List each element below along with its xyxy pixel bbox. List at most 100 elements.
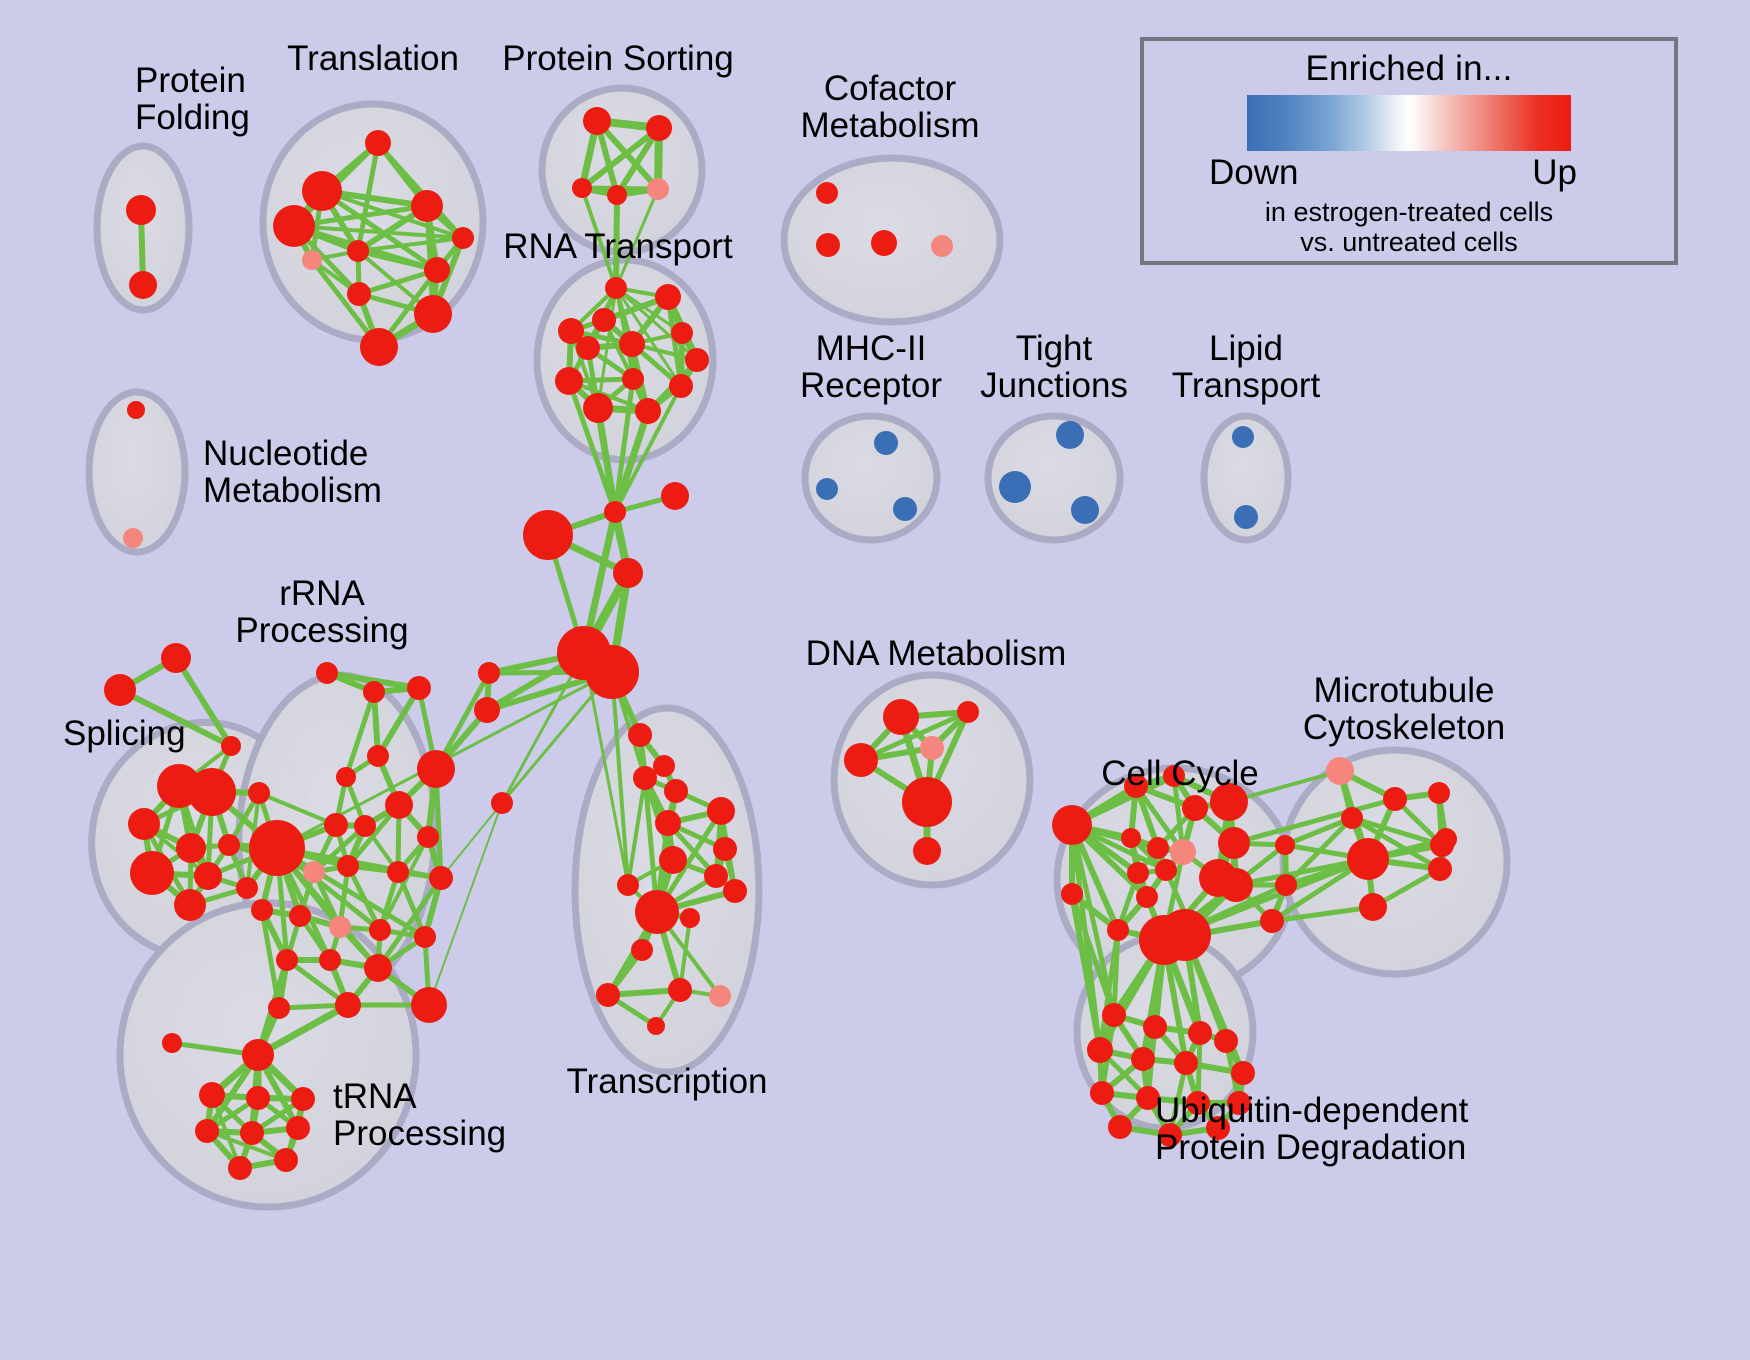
network-node[interactable]: [661, 482, 689, 510]
network-node[interactable]: [336, 767, 356, 787]
network-node[interactable]: [555, 367, 583, 395]
network-node[interactable]: [188, 768, 236, 816]
network-node[interactable]: [195, 1119, 219, 1143]
network-node[interactable]: [417, 750, 455, 788]
network-node[interactable]: [127, 401, 145, 419]
network-node[interactable]: [653, 755, 675, 777]
network-node[interactable]: [176, 833, 206, 863]
network-node[interactable]: [931, 235, 953, 257]
network-node[interactable]: [1163, 765, 1185, 787]
network-node[interactable]: [619, 331, 645, 357]
network-node[interactable]: [126, 195, 156, 225]
network-node[interactable]: [1107, 919, 1129, 941]
network-node[interactable]: [723, 879, 747, 903]
network-node[interactable]: [655, 284, 681, 310]
network-node[interactable]: [411, 190, 443, 222]
network-node[interactable]: [523, 510, 573, 560]
network-node[interactable]: [1232, 426, 1254, 448]
network-node[interactable]: [576, 336, 600, 360]
network-node[interactable]: [1127, 862, 1149, 884]
network-node[interactable]: [1124, 774, 1148, 798]
network-node[interactable]: [635, 398, 661, 424]
network-node[interactable]: [668, 978, 692, 1002]
network-node[interactable]: [844, 743, 878, 777]
network-node[interactable]: [162, 1033, 182, 1053]
network-node[interactable]: [1158, 1123, 1182, 1147]
network-node[interactable]: [671, 322, 693, 344]
network-node[interactable]: [1139, 915, 1189, 965]
network-node[interactable]: [276, 949, 298, 971]
network-node[interactable]: [302, 171, 342, 211]
network-node[interactable]: [816, 182, 838, 204]
network-node[interactable]: [354, 815, 376, 837]
network-node[interactable]: [613, 558, 643, 588]
network-node[interactable]: [709, 985, 731, 1007]
network-node[interactable]: [659, 846, 687, 874]
network-node[interactable]: [286, 1116, 310, 1140]
network-node[interactable]: [335, 992, 361, 1018]
network-node[interactable]: [246, 1086, 270, 1110]
network-node[interactable]: [707, 797, 735, 825]
network-node[interactable]: [874, 431, 898, 455]
network-node[interactable]: [1430, 833, 1454, 857]
network-node[interactable]: [1188, 1021, 1212, 1045]
network-node[interactable]: [1136, 1086, 1160, 1110]
network-node[interactable]: [1186, 1091, 1210, 1115]
network-node[interactable]: [1260, 909, 1284, 933]
network-node[interactable]: [1231, 1061, 1255, 1085]
network-node[interactable]: [1347, 838, 1389, 880]
network-node[interactable]: [572, 178, 592, 198]
network-node[interactable]: [385, 791, 413, 819]
network-node[interactable]: [363, 681, 385, 703]
network-node[interactable]: [414, 926, 436, 948]
network-node[interactable]: [1155, 859, 1177, 881]
network-node[interactable]: [360, 328, 398, 366]
network-node[interactable]: [291, 1087, 315, 1111]
network-node[interactable]: [647, 178, 669, 200]
network-node[interactable]: [128, 808, 160, 840]
network-node[interactable]: [251, 899, 273, 921]
network-node[interactable]: [474, 697, 500, 723]
network-node[interactable]: [429, 866, 453, 890]
network-node[interactable]: [604, 501, 626, 523]
network-node[interactable]: [1428, 782, 1450, 804]
network-node[interactable]: [130, 851, 174, 895]
network-node[interactable]: [240, 1121, 264, 1145]
network-node[interactable]: [1108, 1115, 1132, 1139]
network-node[interactable]: [249, 820, 305, 876]
network-node[interactable]: [633, 766, 657, 790]
network-node[interactable]: [1143, 1015, 1167, 1039]
network-node[interactable]: [417, 826, 439, 848]
network-node[interactable]: [387, 861, 409, 883]
network-node[interactable]: [411, 987, 447, 1023]
network-node[interactable]: [664, 779, 688, 803]
network-node[interactable]: [424, 257, 450, 283]
network-node[interactable]: [1219, 868, 1253, 902]
network-node[interactable]: [1326, 757, 1354, 785]
network-node[interactable]: [274, 1148, 298, 1172]
network-node[interactable]: [1121, 828, 1141, 848]
network-node[interactable]: [1131, 1047, 1155, 1071]
network-node[interactable]: [631, 939, 653, 961]
network-node[interactable]: [713, 837, 737, 861]
network-node[interactable]: [289, 905, 311, 927]
network-node[interactable]: [1234, 505, 1258, 529]
network-node[interactable]: [316, 662, 338, 684]
network-node[interactable]: [669, 374, 693, 398]
network-node[interactable]: [347, 282, 371, 306]
network-node[interactable]: [1147, 837, 1169, 859]
network-node[interactable]: [324, 813, 348, 837]
network-node[interactable]: [680, 908, 700, 928]
network-node[interactable]: [268, 997, 290, 1019]
network-node[interactable]: [104, 674, 136, 706]
network-node[interactable]: [585, 645, 639, 699]
network-node[interactable]: [199, 1082, 225, 1108]
network-node[interactable]: [902, 777, 952, 827]
network-node[interactable]: [558, 318, 584, 344]
network-node[interactable]: [1056, 421, 1084, 449]
network-node[interactable]: [1061, 883, 1083, 905]
network-node[interactable]: [452, 227, 474, 249]
network-node[interactable]: [123, 528, 143, 548]
network-node[interactable]: [1275, 835, 1295, 855]
network-node[interactable]: [871, 230, 897, 256]
